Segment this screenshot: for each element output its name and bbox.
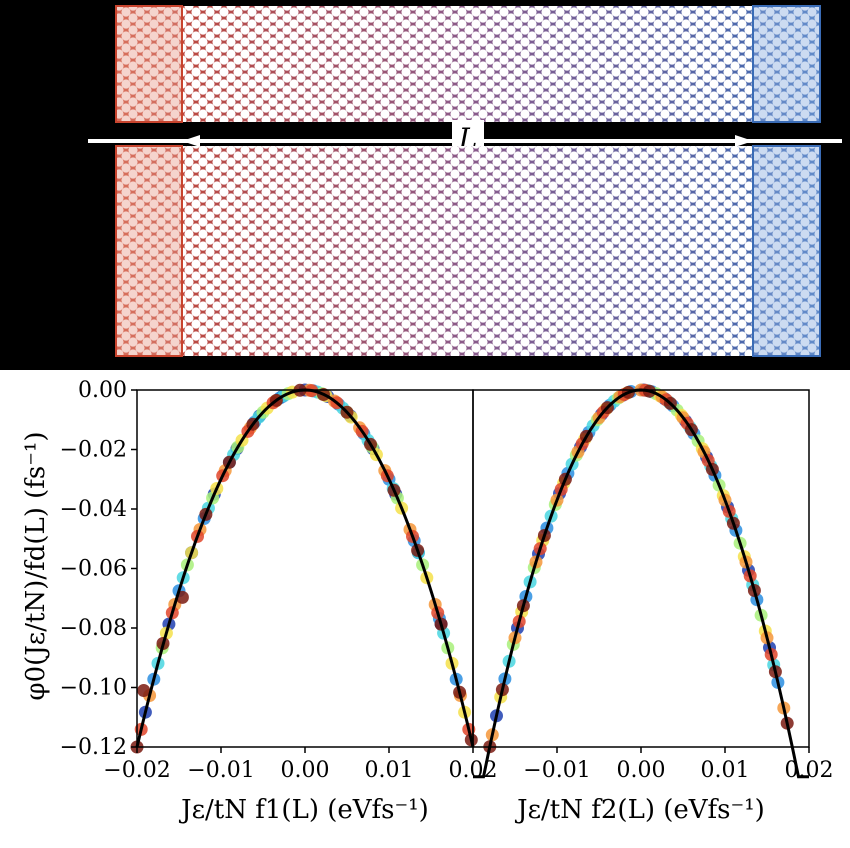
plot-frame <box>472 389 810 748</box>
y-tick-label: −0.08 <box>60 616 127 641</box>
x-tick-label: 0.02 <box>449 758 498 783</box>
x-tick-label: −0.01 <box>187 758 254 783</box>
x-tick-label: 0.02 <box>785 758 834 783</box>
y-tick-label: −0.06 <box>60 557 127 582</box>
y-axis-label: φ0(Jε/tN)/fd(L) (fs⁻¹) <box>21 431 51 700</box>
x-tick-label: 0.01 <box>365 758 414 783</box>
data-point <box>137 684 151 697</box>
cold-reservoir-top <box>752 5 821 123</box>
schematic: L <box>0 0 850 370</box>
x-tick-label: −0.01 <box>523 758 590 783</box>
y-tick-label: −0.04 <box>60 497 127 522</box>
fit-curve <box>135 388 475 748</box>
y-tick-label: −0.02 <box>60 438 127 463</box>
x-tick-label: −0.02 <box>103 758 170 783</box>
x-tick-label: 0.00 <box>617 758 666 783</box>
y-tick-label: −0.12 <box>60 735 127 760</box>
y-tick-label: 0.00 <box>78 378 127 403</box>
nanoribbon-top <box>115 5 821 123</box>
hot-reservoir-top <box>115 5 183 123</box>
plots: φ0(Jε/tN)/fd(L) (fs⁻¹) −0.02 −0.01 0.00 0.0… <box>21 378 833 825</box>
x-tick-label: 0.01 <box>701 758 750 783</box>
nanoribbon-bottom <box>115 145 821 357</box>
x-tick-label: 0.00 <box>281 758 330 783</box>
arrow-right-icon <box>735 135 753 147</box>
cold-reservoir-bottom <box>752 145 821 357</box>
hot-reservoir-bottom <box>115 145 183 357</box>
y-tick-label: −0.10 <box>60 676 127 701</box>
x-axis-label: Jε/tN f2(L) (eVfs⁻¹) <box>514 795 765 825</box>
right-panel: −0.01 0.00 0.01 0.02 Jε/tN f2(L) (eVfs⁻¹) <box>472 383 834 825</box>
x-axis-label: Jε/tN f1(L) (eVfs⁻¹) <box>178 795 429 825</box>
arrow-left-icon <box>182 135 200 147</box>
left-panel: −0.02 −0.01 0.00 0.01 0.02 0.00 −0.02 −0.04 −0.… <box>60 378 498 825</box>
